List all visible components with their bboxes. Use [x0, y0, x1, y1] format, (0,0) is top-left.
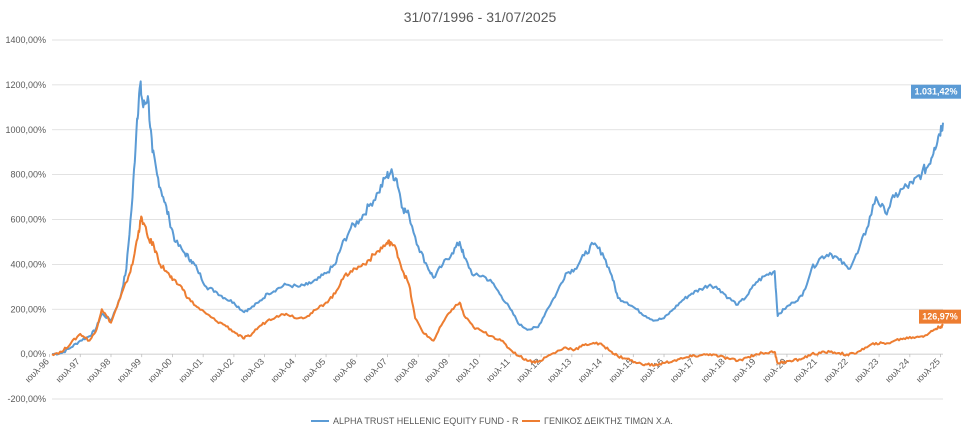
end-value-label: 126,97%	[922, 312, 958, 322]
end-labels: 1.031,42% 126,97%	[911, 84, 961, 324]
x-tick-label: ιουλ-11	[484, 356, 511, 383]
legend-general-index-label: ΓΕΝΙΚΟΣ ΔΕΙΚΤΗΣ ΤΙΜΩΝ Χ.Α.	[544, 416, 673, 426]
y-tick-label: -200,00%	[7, 394, 46, 404]
x-tick-label: ιουλ-13	[545, 356, 573, 384]
x-tick-label: ιουλ-25	[914, 356, 942, 384]
legend-alpha-trust-label: ALPHA TRUST HELLENIC EQUITY FUND - R	[333, 416, 519, 426]
y-tick-label: 1200,00%	[5, 80, 46, 90]
y-tick-label: 800,00%	[10, 170, 46, 180]
end-value-badge	[919, 309, 961, 324]
y-tick-label: 1400,00%	[5, 35, 46, 45]
x-tick-label: ιουλ-97	[54, 356, 82, 384]
x-tick-label: ιουλ-05	[300, 356, 328, 384]
x-tick-label: ιουλ-07	[361, 356, 389, 384]
x-tick-label: ιουλ-18	[699, 356, 727, 384]
x-tick-label: ιουλ-22	[822, 356, 850, 384]
x-tick-label: ιουλ-10	[453, 356, 481, 384]
x-tick-label: ιουλ-04	[269, 356, 297, 384]
y-tick-label: 0,00%	[20, 349, 46, 359]
x-tick-label: ιουλ-14	[576, 356, 604, 384]
x-tick-label: ιουλ-00	[146, 356, 174, 384]
x-tick-label: ιουλ-09	[422, 356, 450, 384]
gridlines	[52, 39, 943, 400]
end-value-badge	[911, 84, 961, 99]
end-value-label: 1.031,42%	[914, 87, 957, 97]
x-tick-label: ιουλ-08	[392, 356, 420, 384]
x-tick-label: ιουλ-01	[177, 356, 205, 384]
x-tick-label: ιουλ-16	[638, 356, 666, 384]
x-tick-label: ιουλ-23	[853, 356, 881, 384]
y-tick-label: 200,00%	[10, 304, 46, 314]
x-tick-label: ιουλ-02	[207, 356, 235, 384]
chart-title: 31/07/1996 - 31/07/2025	[404, 9, 557, 25]
x-tick-label: ιουλ-98	[85, 356, 113, 384]
x-tick-label: ιουλ-19	[730, 356, 758, 384]
y-tick-label: 600,00%	[10, 215, 46, 225]
y-tick-label: 1000,00%	[5, 125, 46, 135]
series-line-alpha-trust	[51, 80, 944, 356]
x-tick-label: ιουλ-20	[760, 356, 788, 384]
x-tick-label: ιουλ-96	[23, 356, 51, 384]
x-tick-label: ιουλ-06	[330, 356, 358, 384]
x-tick-label: ιουλ-21	[791, 356, 819, 384]
series-lines	[51, 80, 944, 367]
x-tick-label: ιουλ-99	[115, 356, 143, 384]
legend: ALPHA TRUST HELLENIC EQUITY FUND - R ΓΕΝΙ…	[311, 416, 673, 426]
series-line-general-index	[51, 215, 944, 367]
x-tick-label: ιουλ-24	[883, 356, 911, 384]
y-tick-label: 400,00%	[10, 259, 46, 269]
x-tick-label: ιουλ-03	[238, 356, 266, 384]
